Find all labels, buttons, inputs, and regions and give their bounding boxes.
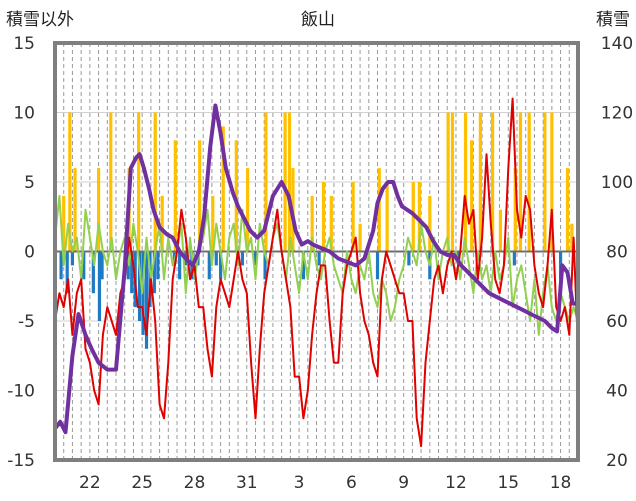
x-tick-label: 28 [184, 473, 206, 493]
x-tick-label: 6 [346, 473, 357, 493]
x-tick-label: 31 [236, 473, 258, 493]
series_orange-bar [211, 195, 215, 252]
series_blue-bar [91, 251, 95, 294]
series_blue-bar [301, 251, 306, 280]
series_orange-bar [310, 195, 314, 252]
right-tick-label: 140 [601, 34, 633, 54]
series_orange-bar [287, 112, 292, 252]
series_blue-bar [156, 251, 160, 280]
series_blue-bar [317, 251, 321, 266]
series_orange-bar [321, 182, 326, 252]
series_blue-bar [240, 251, 245, 266]
series_orange-bar [358, 223, 362, 252]
series_orange-bar [68, 112, 72, 252]
x-tick-label: 18 [550, 473, 572, 493]
left-tick-label: -15 [7, 451, 35, 471]
series_orange-bar [73, 168, 77, 252]
series_orange-bar [385, 182, 389, 252]
left-tick-label: -5 [18, 312, 35, 332]
tick-labels: 15 10 5 0 -5 -10 -15 140 120 100 80 60 40 20 22 25 28 31 3… [7, 34, 633, 493]
series_orange-bar [417, 182, 421, 252]
series-lines [53, 97, 580, 448]
left-axis-title: 積雪以外 [6, 10, 74, 30]
series_blue-bar [207, 251, 211, 280]
right-tick-label: 100 [601, 173, 633, 193]
series_orange-bar [198, 140, 202, 252]
series_orange-bar [96, 168, 101, 252]
series_blue-bar [70, 251, 75, 266]
series_orange-bar [450, 112, 455, 252]
series_blue-bar [178, 251, 182, 280]
x-tick-label: 9 [398, 473, 409, 493]
series_blue-bar [263, 251, 267, 280]
series_orange-bar [513, 168, 517, 252]
series_orange-bar [377, 168, 381, 252]
series_blue-bar [253, 251, 258, 266]
series_blue-bar [97, 251, 102, 321]
x-tick-label: 22 [79, 473, 101, 493]
series_orange-bar [550, 112, 554, 252]
series_blue-bar [59, 251, 63, 280]
series_blue-bar [152, 251, 156, 294]
series_orange-bar [62, 195, 66, 252]
right-tick-label: 40 [606, 382, 628, 402]
right-tick-label: 120 [601, 104, 633, 124]
series_orange-bar [153, 112, 157, 252]
series_orange-bar [329, 195, 333, 252]
series_orange-bar [264, 112, 268, 252]
series_blue-bar [214, 251, 218, 266]
left-tick-label: 5 [24, 173, 35, 193]
x-tick-label: 15 [497, 473, 519, 493]
series_orange-bar [246, 168, 250, 252]
series_orange-bar [160, 195, 164, 252]
series_blue-bar [100, 251, 104, 280]
x-tick-label: 25 [131, 473, 153, 493]
series_orange-bar [490, 112, 495, 252]
right-tick-label: 60 [606, 312, 628, 332]
x-tick-label: 12 [445, 473, 467, 493]
right-axis-title: 積雪 [596, 10, 630, 30]
left-tick-label: 15 [13, 34, 35, 54]
series_orange-bar [463, 112, 468, 252]
series_red-line [54, 97, 579, 448]
left-tick-label: 10 [13, 104, 35, 124]
chart-title: 飯山 [301, 10, 335, 30]
series_blue-bar [375, 251, 380, 280]
series_orange-bar [137, 112, 141, 252]
x-tick-label: 3 [294, 473, 305, 493]
series_blue-bar [219, 251, 223, 280]
series_orange-bar [351, 182, 355, 252]
series_blue-bar [130, 251, 134, 294]
series_orange-bar [570, 223, 574, 252]
snow_depth-line [53, 103, 580, 435]
left-tick-label: -10 [7, 382, 35, 402]
series_orange-bar [221, 126, 225, 252]
series_blue-bar [407, 251, 411, 266]
series_orange-bar [527, 112, 531, 252]
right-tick-label: 80 [606, 243, 628, 263]
plot-frame [53, 41, 580, 462]
series_orange-bar [498, 209, 503, 252]
right-tick-label: 20 [606, 451, 628, 471]
series_orange-bar [518, 112, 523, 252]
left-tick-label: 0 [24, 243, 35, 263]
series_orange-bar [283, 112, 287, 252]
series_orange-bar [173, 140, 177, 252]
series_orange-bar [470, 140, 474, 252]
series_orange-bar [109, 112, 113, 252]
series_orange-bar [428, 195, 432, 252]
series_orange-bar [234, 140, 238, 252]
series_blue-bar [512, 251, 516, 266]
series_orange-bar [565, 168, 570, 252]
series_blue-bar [65, 251, 69, 294]
series_blue-bar [144, 251, 149, 349]
series_orange-bar [478, 112, 482, 252]
series_orange-bar [446, 112, 450, 252]
series_blue-bar [82, 251, 86, 280]
series_blue-bar [137, 251, 142, 321]
series_orange-bar [543, 112, 547, 252]
